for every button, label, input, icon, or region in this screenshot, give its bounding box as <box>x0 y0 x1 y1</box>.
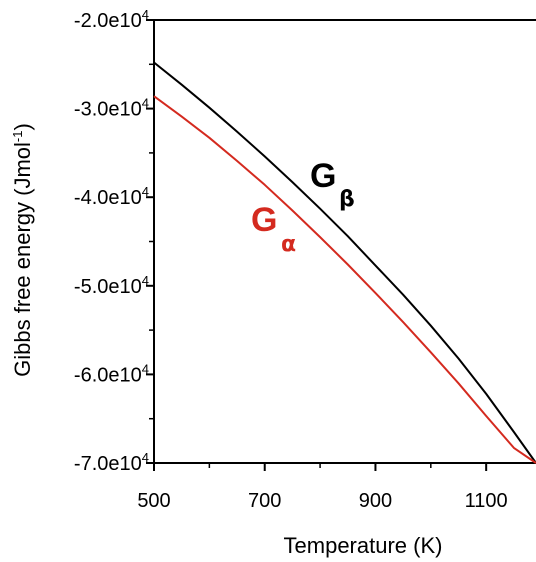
y-tick-label: -7.0e104 <box>74 450 149 475</box>
series-label-g-beta-main: G <box>310 157 336 195</box>
y-tick-label-mantissa: -4.0e10 <box>74 187 142 209</box>
y-tick-label-exponent: 4 <box>142 96 149 111</box>
series-line-g-alpha <box>153 95 536 464</box>
series-label-g-alpha-main: G <box>251 201 277 239</box>
y-axis-title: Gibbs free energy (Jmol-1) <box>10 123 35 377</box>
y-axis-title-superscript: -1 <box>10 131 25 143</box>
series-label-g-alpha: G α <box>251 201 296 257</box>
axes <box>153 19 536 464</box>
series-label-g-alpha-sub: α <box>281 232 296 257</box>
y-tick-label-exponent: 4 <box>142 273 149 288</box>
y-tick-label-mantissa: -2.0e10 <box>74 10 142 32</box>
series-lines <box>153 61 536 464</box>
y-axis-title-main: Gibbs free energy (Jmol <box>10 142 35 377</box>
y-tick-label-exponent: 4 <box>142 361 149 376</box>
series-line-g-beta <box>153 61 536 464</box>
x-tick-label: 700 <box>248 490 281 512</box>
y-tick-label-mantissa: -7.0e10 <box>74 453 142 475</box>
series-label-g-beta-sub: β <box>339 187 355 212</box>
y-axis-title-suffix: ) <box>10 123 35 130</box>
y-tick-label: -6.0e104 <box>74 361 149 386</box>
y-tick-label-exponent: 4 <box>142 184 149 199</box>
ticks: -2.0e104-3.0e104-4.0e104-5.0e104-6.0e104… <box>74 7 508 512</box>
y-tick-label-mantissa: -6.0e10 <box>74 364 142 386</box>
y-tick-label: -5.0e104 <box>74 273 149 298</box>
x-tick-label: 900 <box>359 490 392 512</box>
y-tick-label: -2.0e104 <box>74 7 149 32</box>
x-tick-label: 1100 <box>465 490 508 512</box>
y-tick-label-mantissa: -3.0e10 <box>74 99 142 121</box>
y-tick-label-mantissa: -5.0e10 <box>74 276 142 298</box>
y-tick-label-exponent: 4 <box>142 450 149 465</box>
series-label-g-beta: G β <box>310 157 355 212</box>
x-tick-label: 500 <box>137 490 170 512</box>
y-tick-label: -4.0e104 <box>74 184 149 209</box>
y-tick-label: -3.0e104 <box>74 96 149 121</box>
y-tick-label-exponent: 4 <box>142 7 149 22</box>
x-axis-title: Temperature (K) <box>284 533 443 558</box>
